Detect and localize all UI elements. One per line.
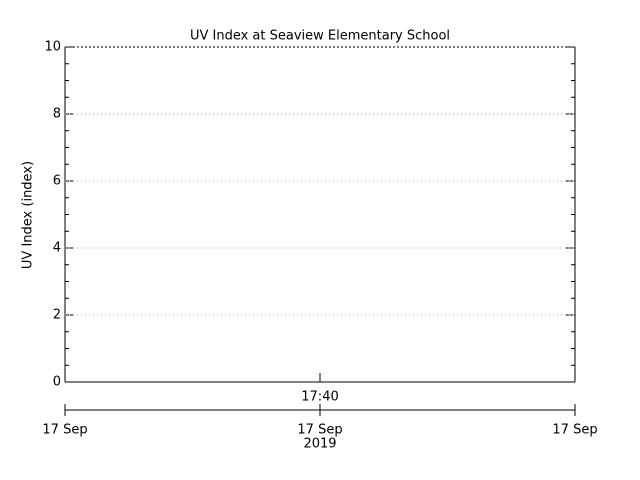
year-label: 2019	[303, 437, 336, 452]
date-label: 17 Sep	[552, 423, 597, 438]
x-tick-label: 17:40	[301, 390, 338, 405]
y-tick-label: 0	[53, 375, 61, 390]
y-tick-label: 2	[53, 308, 61, 323]
chart-title: UV Index at Seaview Elementary School	[190, 29, 450, 44]
y-tick-label: 4	[53, 241, 61, 256]
date-label: 17 Sep	[42, 423, 87, 438]
y-tick-label: 6	[53, 174, 61, 189]
y-tick-label: 10	[44, 40, 61, 55]
date-label: 17 Sep	[297, 423, 342, 438]
y-axis-label: UV Index (index)	[21, 161, 36, 269]
y-tick-label: 8	[53, 107, 61, 122]
